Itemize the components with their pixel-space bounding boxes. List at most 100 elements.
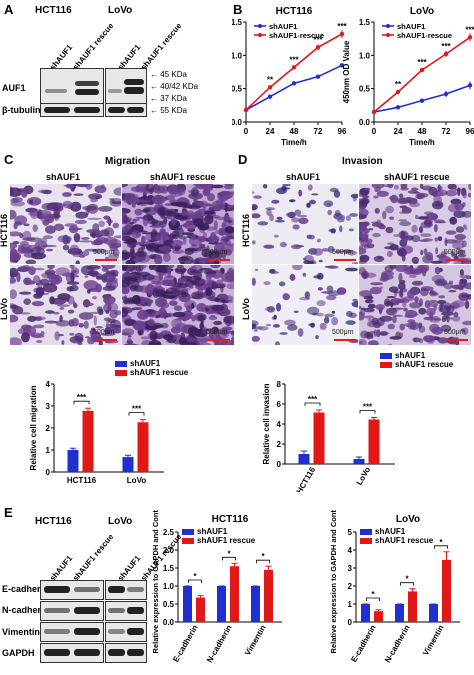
stained-cell	[459, 269, 464, 276]
panel-e-blot-lovo-vim	[105, 622, 147, 642]
significance-bracket	[256, 559, 270, 564]
panel-a-row-tubulin: β-tubulin	[2, 105, 41, 115]
line-chart-lovo: LoVo 0.0 0.5 1.0 1.5 0 24 48 72 96 Time/h 450nm OD …	[342, 6, 474, 147]
legend-swatch	[360, 529, 372, 535]
stained-cell	[324, 316, 330, 324]
significance-marker: **	[267, 75, 274, 84]
stained-cell	[122, 328, 135, 336]
stained-cell	[12, 197, 23, 203]
stained-cell	[193, 199, 198, 202]
stained-cell	[176, 287, 191, 292]
stained-cell	[78, 312, 94, 320]
stained-cell	[27, 197, 42, 206]
data-point	[339, 31, 345, 37]
stained-cell	[211, 304, 225, 312]
x-tick-label: N-cadherin	[383, 623, 412, 664]
stained-cell	[213, 320, 222, 326]
stained-cell	[285, 212, 295, 217]
stained-cell	[326, 294, 337, 301]
stained-cell	[363, 295, 374, 300]
legend-label: shAUF1	[269, 22, 297, 31]
y-tick-label: 0.0	[359, 118, 371, 127]
stained-cell	[59, 307, 65, 310]
bar-shauf1	[122, 457, 134, 472]
stained-cell	[432, 200, 444, 210]
scale-bar-label: 500μm	[332, 249, 354, 256]
stained-cell	[367, 318, 372, 322]
stained-cell	[444, 237, 448, 247]
y-tick-label: 1.5	[232, 18, 243, 27]
stained-cell	[132, 218, 140, 221]
stained-cell	[464, 300, 470, 309]
data-point	[443, 91, 449, 97]
stained-cell	[454, 188, 463, 192]
stained-cell	[10, 231, 22, 237]
cell-texture	[359, 265, 471, 345]
stained-cell	[70, 272, 75, 282]
stained-cell	[409, 302, 422, 309]
y-tick-label: 0.0	[232, 118, 243, 127]
stained-cell	[66, 286, 75, 292]
stained-cell	[402, 288, 408, 293]
stained-cell	[359, 255, 364, 262]
stained-cell	[308, 323, 315, 327]
stained-cell	[302, 272, 306, 277]
migration-bar-chart: 0 1 2 3 4 Relative cell migration HCT116 *** LoV…	[29, 359, 189, 485]
stained-cell	[226, 283, 234, 290]
stained-cell	[142, 313, 155, 317]
stained-cell	[184, 249, 194, 255]
panel-a-blot-lovo-tubulin	[105, 103, 147, 117]
stained-cell	[127, 335, 132, 338]
y-tick-label: 6	[277, 400, 282, 409]
stained-cell	[70, 244, 79, 253]
stained-cell	[227, 219, 232, 224]
stained-cell	[434, 266, 441, 275]
stained-cell	[399, 221, 411, 227]
stained-cell	[278, 281, 286, 287]
stained-cell	[43, 190, 52, 195]
stained-cell	[173, 305, 183, 311]
cell-texture	[252, 184, 358, 264]
stained-cell	[56, 203, 68, 207]
stained-cell	[45, 225, 56, 234]
stained-cell	[327, 209, 332, 216]
stained-cell	[447, 184, 457, 190]
significance-marker: **	[395, 80, 402, 89]
stained-cell	[436, 254, 447, 259]
stained-cell	[199, 243, 206, 249]
stained-cell	[418, 265, 430, 273]
stained-cell	[10, 186, 14, 197]
stained-cell	[95, 196, 101, 199]
x-tick-label: 0	[372, 127, 377, 136]
stained-cell	[122, 184, 129, 188]
stained-cell	[156, 206, 167, 217]
stained-cell	[75, 260, 80, 264]
stained-cell	[98, 220, 105, 227]
legend-label: shAUF1	[395, 352, 426, 360]
x-tick-label: 24	[394, 127, 403, 136]
stained-cell	[221, 243, 234, 254]
scale-bar-label: 500μm	[332, 329, 354, 336]
scale-bar	[95, 259, 117, 261]
stained-cell	[418, 322, 423, 328]
panel-d-row-1: HCT116	[241, 213, 251, 247]
stained-cell	[412, 337, 421, 343]
stained-cell	[418, 226, 424, 234]
stained-cell	[321, 248, 330, 252]
stained-cell	[39, 278, 50, 286]
stained-cell	[309, 199, 316, 205]
data-point	[291, 81, 297, 86]
stained-cell	[452, 315, 461, 322]
stained-cell	[229, 342, 234, 345]
stained-cell	[21, 265, 31, 270]
stained-cell	[415, 313, 419, 316]
stained-cell	[431, 326, 443, 335]
stained-cell	[107, 303, 112, 312]
bar-rescue	[264, 569, 273, 622]
stained-cell	[254, 268, 259, 271]
stained-cell	[140, 196, 149, 199]
stained-cell	[185, 210, 196, 220]
stained-cell	[103, 295, 116, 305]
significance-bracket	[366, 597, 380, 601]
